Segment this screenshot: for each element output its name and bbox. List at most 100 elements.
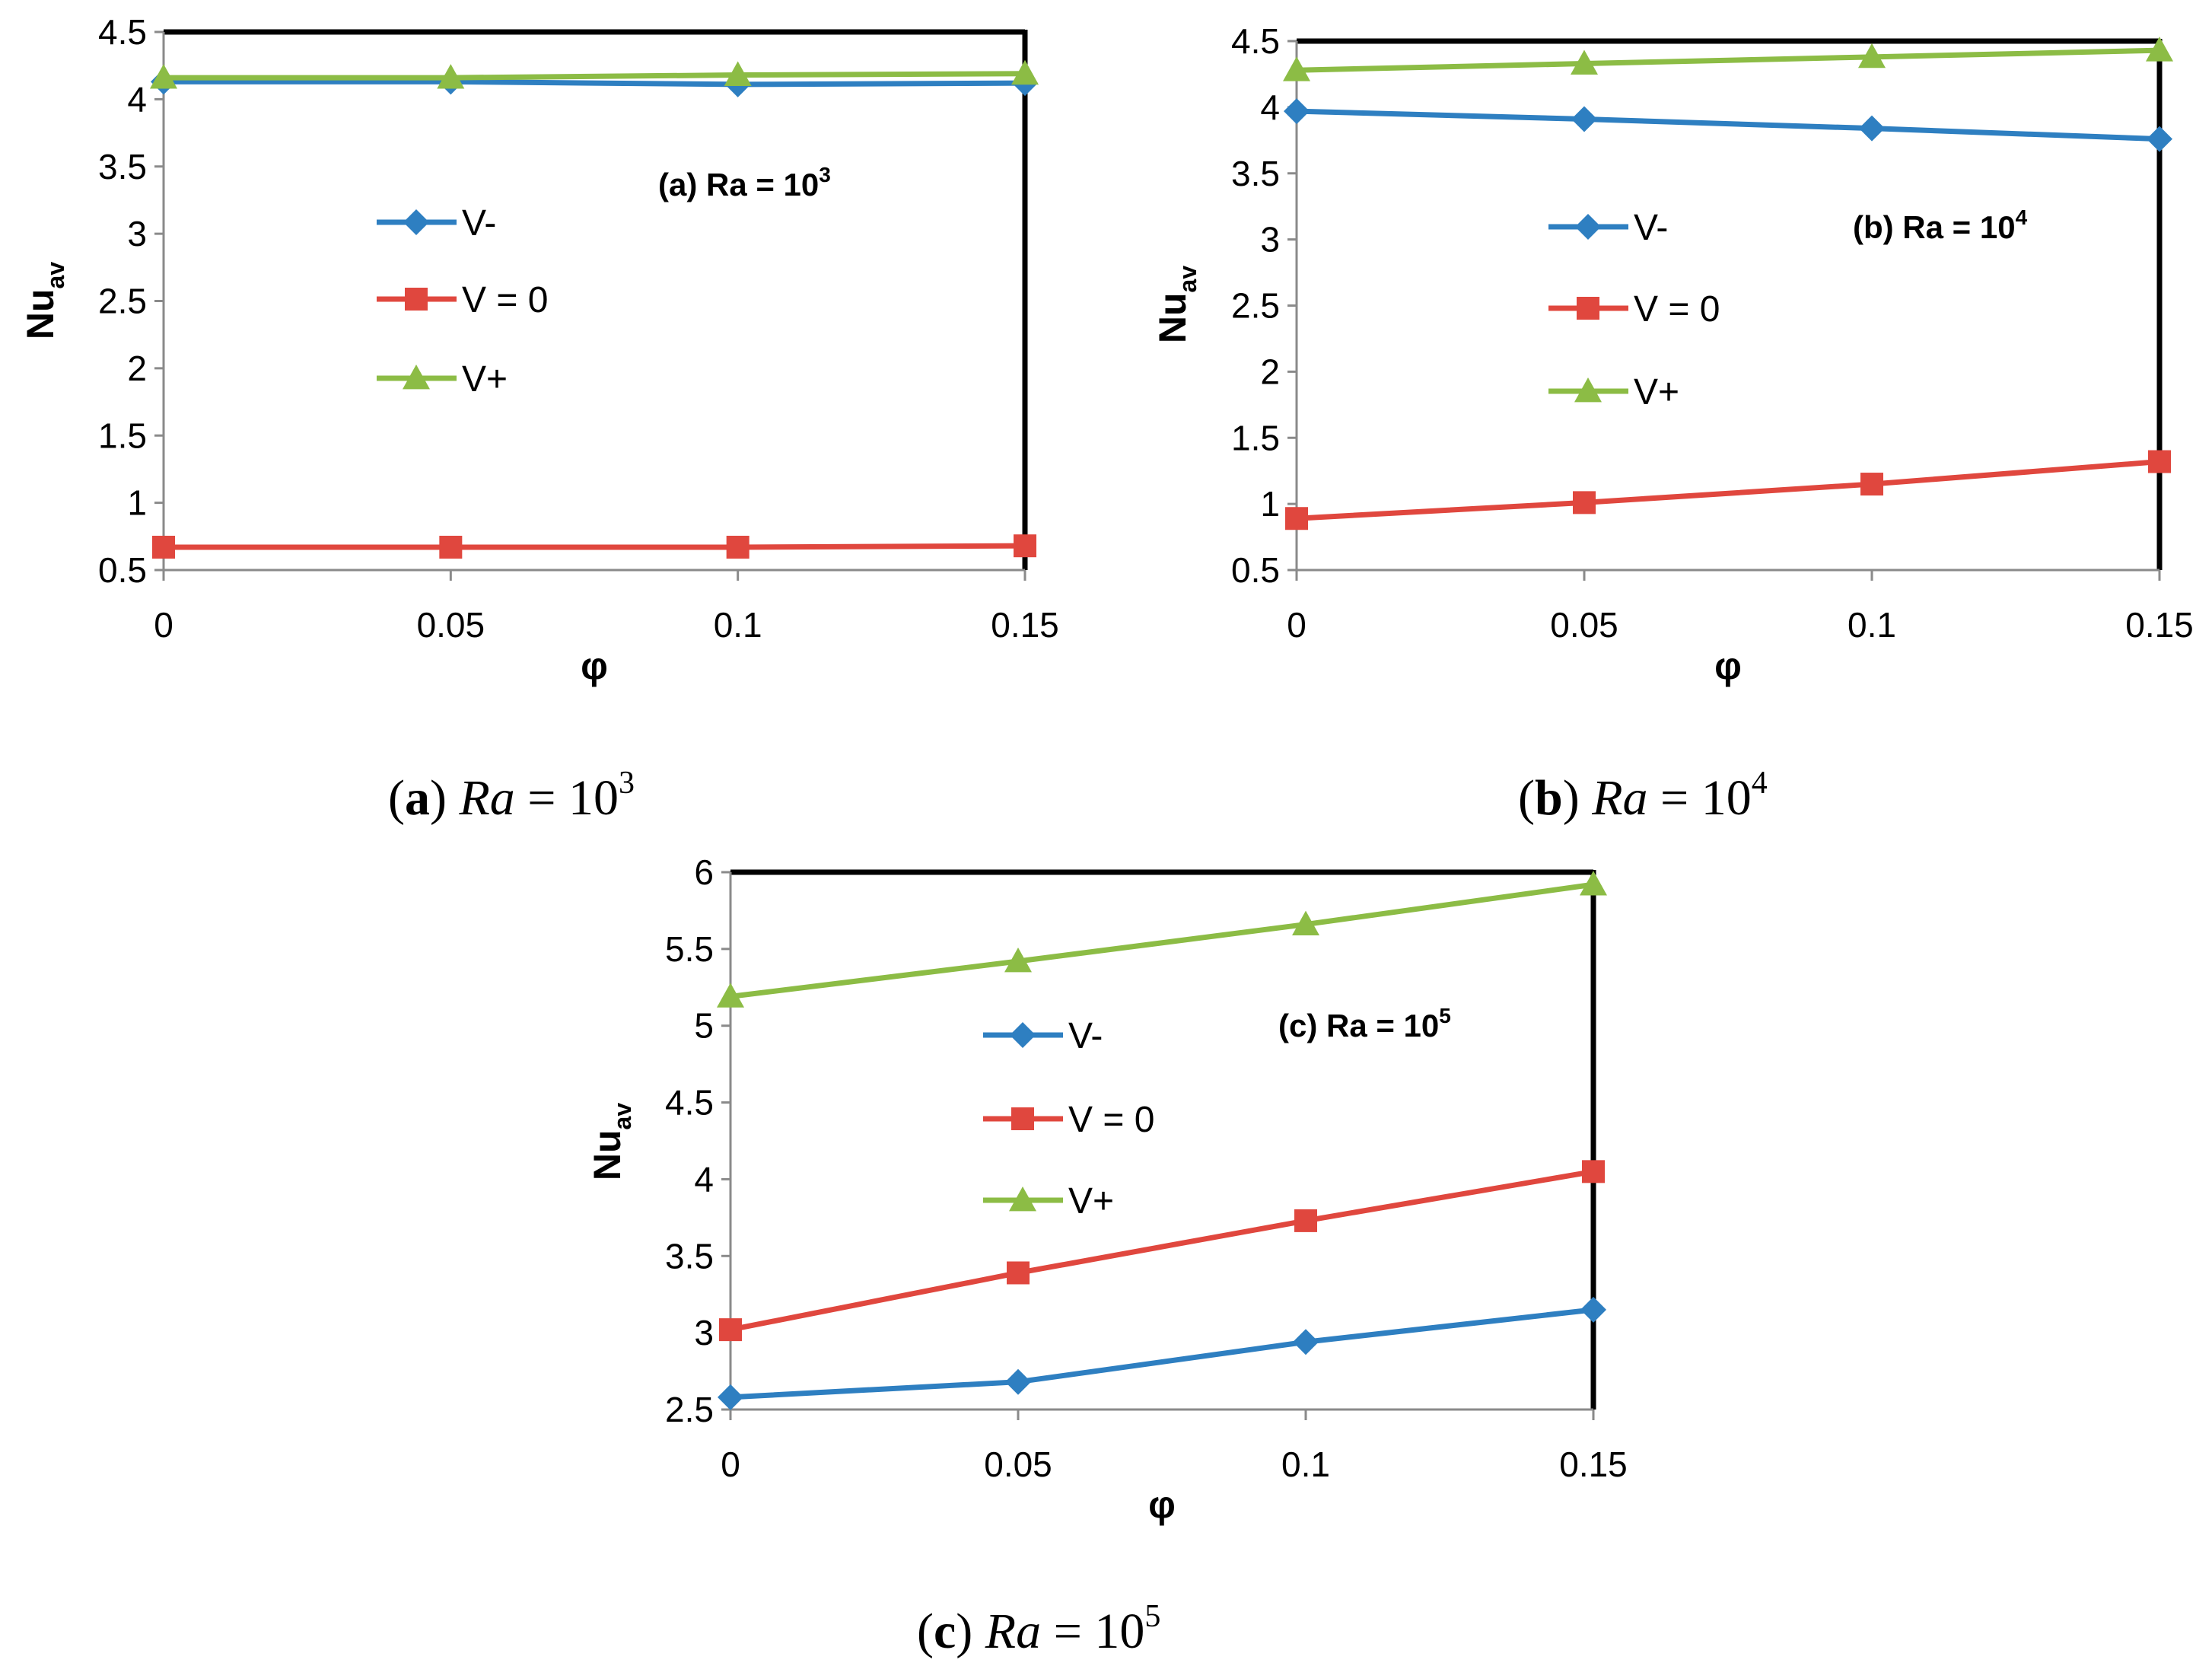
data-point-v-minus	[1005, 1368, 1031, 1395]
y-tick-label: 2	[1260, 352, 1280, 391]
plot-annotation: (b) Ra = 104	[1853, 205, 2028, 245]
data-point-v-plus	[724, 61, 752, 86]
y-tick-label: 3	[1260, 220, 1280, 260]
legend-triangle-marker	[1009, 1187, 1036, 1212]
x-tick-label: 0.15	[1559, 1445, 1628, 1484]
series-line-v-plus	[730, 881, 1594, 999]
data-point-v-minus	[1580, 1296, 1606, 1323]
caption-letter: a	[405, 770, 430, 826]
series-line-v-zero	[730, 1168, 1594, 1333]
x-tick-label: 0.05	[1550, 605, 1618, 645]
caption-exponent: 3	[619, 766, 635, 801]
plot-annotation-text: (b) Ra = 10	[1853, 209, 2016, 245]
y-tick-label: 3	[127, 214, 147, 253]
legend-diamond-marker	[1010, 1022, 1036, 1048]
data-point-v-plus	[1004, 947, 1032, 973]
data-point-v-plus	[1580, 871, 1607, 896]
x-axis-label: φ	[1714, 645, 1742, 687]
y-tick-label: 2.5	[1231, 286, 1280, 326]
data-point-v-zero	[1860, 473, 1883, 496]
legend-diamond-marker	[403, 209, 429, 235]
data-point-v-plus	[2146, 37, 2173, 62]
data-point-v-zero	[1014, 534, 1036, 558]
series-line-v-minus	[164, 78, 1026, 88]
legend-label: V+	[1068, 1181, 1114, 1222]
y-axis-label: Nuav	[586, 1103, 636, 1180]
caption-variable: Ra	[1591, 770, 1647, 826]
series-line-v-minus	[730, 1307, 1594, 1400]
data-point-v-minus	[1293, 1329, 1319, 1355]
data-point-v-zero	[1285, 507, 1308, 530]
legend-label: V+	[1634, 372, 1679, 413]
caption-letter: b	[1535, 770, 1563, 826]
y-tick-label: 0.5	[98, 550, 147, 590]
x-tick-label: 0.05	[417, 605, 485, 645]
y-axis-label: Nuav	[19, 262, 69, 339]
caption-exponent: 4	[1752, 766, 1768, 801]
data-point-v-plus	[1011, 59, 1039, 85]
y-tick-label: 0.5	[1231, 550, 1280, 590]
x-axis-label: φ	[1148, 1483, 1176, 1526]
data-point-v-zero	[2148, 450, 2171, 473]
chart-b: 0.5 1 1.5 2 2.5 3 3.5 4 4.5 0 0.05 0.1 0.15 φ Nuav V- V …	[1151, 21, 2194, 826]
legend-square-marker	[1011, 1107, 1034, 1130]
data-point-v-minus	[1859, 115, 1885, 142]
legend-label: V-	[1068, 1016, 1103, 1056]
legend-square-marker	[405, 288, 428, 311]
caption-letter: c	[934, 1604, 956, 1659]
caption-equals: = 10	[1648, 770, 1752, 826]
y-axis-label-main: Nu	[586, 1129, 629, 1180]
chart-a: 0.5 1 1.5 2 2.5 3 3.5 4 4.5 0 0.05 0.1 0.15 φ Nuav V- V …	[19, 12, 1059, 826]
y-axis-label: Nuav	[1151, 266, 1201, 343]
plot-annotation-sup: 4	[2016, 205, 2028, 229]
y-tick-label: 1	[1260, 484, 1280, 524]
data-point-v-plus	[437, 64, 465, 89]
x-tick-label: 0.15	[2125, 605, 2194, 645]
panel-caption: (c) Ra = 105	[917, 1599, 1160, 1659]
x-tick-label: 0	[721, 1445, 740, 1484]
y-axis-label-main: Nu	[1151, 292, 1194, 343]
plot-annotation: (a) Ra = 103	[658, 163, 831, 202]
data-point-v-plus	[150, 64, 177, 89]
y-tick-label: 6	[694, 852, 714, 892]
y-tick-label: 4	[127, 79, 147, 119]
legend-label: V+	[462, 359, 508, 400]
x-tick-label: 0.1	[1848, 605, 1896, 645]
y-tick-label: 1	[127, 483, 147, 523]
y-tick-label: 3	[694, 1313, 714, 1352]
y-tick-label: 5	[694, 1006, 714, 1046]
plot-annotation-text: (c) Ra = 10	[1278, 1008, 1439, 1043]
x-axis-label: φ	[581, 645, 608, 687]
data-point-v-minus	[1284, 98, 1310, 125]
x-tick-label: 0	[1287, 605, 1307, 645]
y-tick-label: 4.5	[98, 12, 147, 52]
caption-variable: Ra	[985, 1604, 1041, 1659]
y-tick-label: 2.5	[665, 1390, 714, 1429]
y-tick-label: 4	[694, 1159, 714, 1199]
y-tick-label: 1.5	[98, 416, 147, 455]
y-tick-label: 4	[1260, 88, 1280, 127]
y-axis-label-sub: av	[609, 1103, 636, 1130]
y-tick-label: 5.5	[665, 929, 714, 969]
data-point-v-plus	[1292, 910, 1319, 935]
y-tick-label: 2	[127, 349, 147, 388]
series-line-v-plus	[1296, 47, 2160, 73]
data-point-v-zero	[1582, 1160, 1605, 1183]
data-point-v-zero	[152, 535, 175, 559]
plot-annotation-text: (a) Ra = 10	[658, 167, 819, 202]
caption-exponent: 5	[1144, 1599, 1160, 1634]
x-tick-label: 0.05	[984, 1445, 1052, 1484]
y-tick-label: 3.5	[98, 147, 147, 186]
x-tick-label: 0.1	[1281, 1445, 1330, 1484]
caption-equals: = 10	[515, 770, 619, 826]
y-tick-label: 2.5	[98, 282, 147, 321]
y-tick-label: 1.5	[1231, 418, 1280, 457]
plot-annotation-sup: 3	[819, 163, 831, 186]
series-line-v-zero	[164, 543, 1026, 550]
data-point-v-plus	[1283, 56, 1310, 81]
chart-c: 2.5 3 3.5 4 4.5 5 5.5 6 0 0.05 0.1 0.15 φ Nuav V- V = 0…	[586, 852, 1628, 1659]
y-tick-label: 3.5	[665, 1236, 714, 1276]
data-point-v-zero	[719, 1318, 742, 1342]
legend-diamond-marker	[1575, 214, 1601, 240]
